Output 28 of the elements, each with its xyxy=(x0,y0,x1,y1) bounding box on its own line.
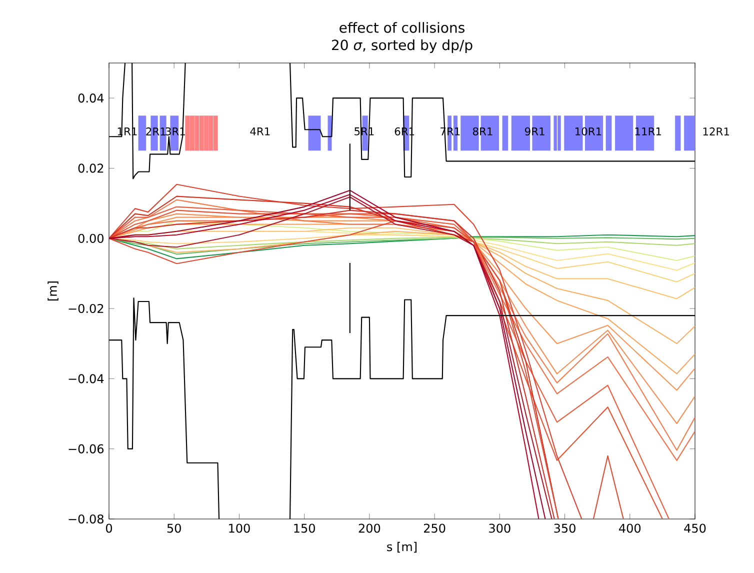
y-tick-label: −0.02 xyxy=(68,304,104,314)
y-tick-label: 0.04 xyxy=(78,94,104,103)
annotation: 2R1 xyxy=(146,127,166,136)
annotation: 8R1 xyxy=(472,127,492,136)
text: 12R1 xyxy=(703,127,729,136)
x-tick-label: 150 xyxy=(294,524,315,533)
x-tick-label: 250 xyxy=(424,524,446,533)
y-tick-label: 0.02 xyxy=(78,164,104,173)
y-tick-label: −0.06 xyxy=(68,444,104,454)
annotation: 10R1 xyxy=(576,127,602,136)
y-tick-label: −0.04 xyxy=(68,374,104,384)
annotation: 11R1 xyxy=(635,127,661,136)
x-tick-label: 400 xyxy=(619,524,641,533)
x-tick-label: 300 xyxy=(489,524,510,533)
chart-title: effect of collisions xyxy=(340,22,464,33)
x-tick-label: 200 xyxy=(358,524,380,533)
x-tick-label: 450 xyxy=(684,524,706,533)
x-tick-label: 0 xyxy=(106,524,112,533)
annotation: 4R1 xyxy=(250,127,270,136)
annotation: 9R1 xyxy=(525,127,544,136)
x-tick-label: 350 xyxy=(554,524,576,533)
y-tick-label: −0.08 xyxy=(68,514,104,524)
y-axis-title: [m] xyxy=(48,281,58,300)
x-axis-title: s [m] xyxy=(387,542,417,553)
x-tick-label: 100 xyxy=(229,524,250,533)
y-tick-label: 0.00 xyxy=(78,234,104,243)
x-tick-label: 50 xyxy=(167,524,181,533)
chart-subtitle: 20 σ, sorted by dp/p xyxy=(332,39,472,53)
